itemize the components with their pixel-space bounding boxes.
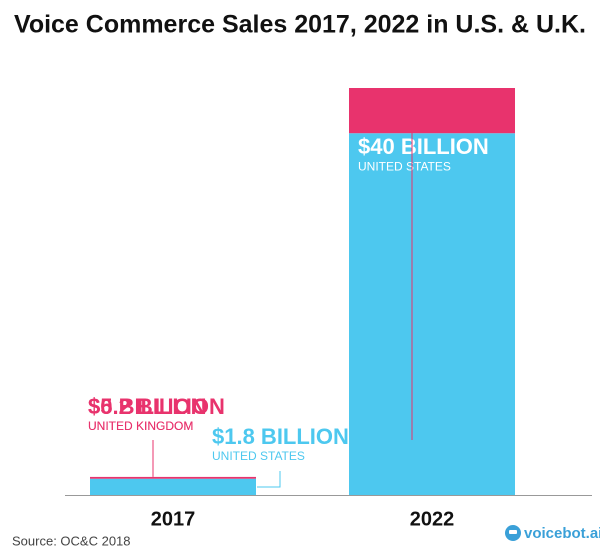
x-tick-label: 2017 <box>151 508 196 530</box>
logo-text: voicebot.ai <box>524 525 600 542</box>
leader-line <box>257 471 281 488</box>
logo-icon-face <box>509 530 517 534</box>
bar-segment <box>349 88 515 134</box>
logo: voicebot.ai <box>505 525 600 542</box>
series-label: UNITED STATES <box>358 159 451 173</box>
value-label: $5 BILLION <box>88 394 207 419</box>
series-label: UNITED KINGDOM <box>88 419 193 433</box>
series-label: UNITED STATES <box>212 449 305 463</box>
chart-title: Voice Commerce Sales 2017, 2022 in U.S. … <box>14 11 586 39</box>
value-label: $40 BILLION <box>358 134 489 159</box>
bar-segment <box>90 478 256 495</box>
bar-segment <box>349 133 515 495</box>
series-label: UNITED KINGDOM <box>88 419 193 433</box>
source: Source: OC&C 2018 <box>12 533 131 548</box>
value-label: $0.2 BILLION <box>88 394 225 419</box>
value-label: $1.8 BILLION <box>212 424 349 449</box>
bar-segment <box>90 476 256 479</box>
x-tick-label: 2022 <box>410 508 455 530</box>
